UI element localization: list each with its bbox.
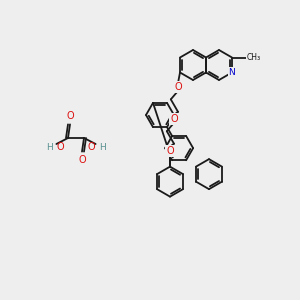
Text: O: O xyxy=(166,146,174,156)
Text: N: N xyxy=(229,68,235,77)
Text: O: O xyxy=(170,114,178,124)
Text: CH₃: CH₃ xyxy=(247,53,261,62)
Text: H: H xyxy=(46,142,52,152)
Text: O: O xyxy=(66,111,74,122)
Text: O: O xyxy=(56,142,64,152)
Text: O: O xyxy=(174,82,182,92)
Text: O: O xyxy=(78,154,86,165)
Text: H: H xyxy=(100,142,106,152)
Text: O: O xyxy=(88,142,96,152)
